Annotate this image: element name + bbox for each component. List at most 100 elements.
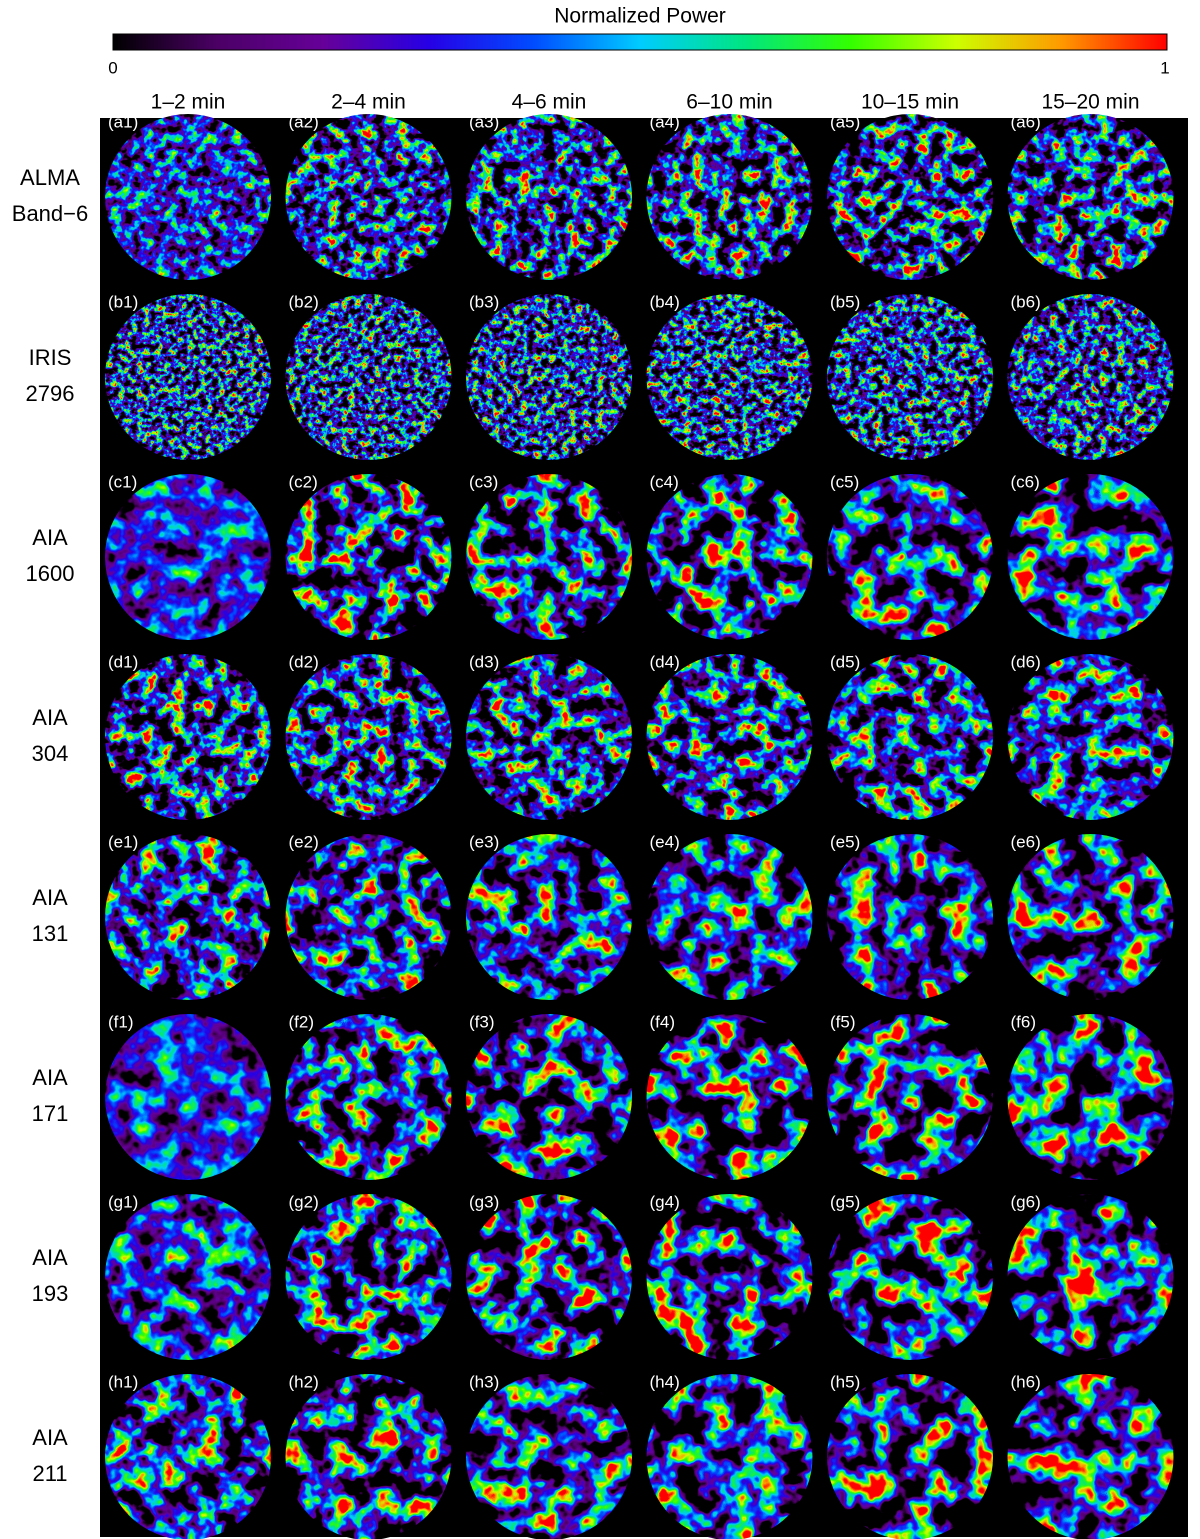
row-label: 193 — [32, 1281, 69, 1306]
colorbar — [112, 33, 1168, 51]
power-map — [466, 1014, 632, 1180]
power-map — [466, 1194, 632, 1360]
panel-label: (d3) — [469, 652, 499, 671]
power-map — [1007, 654, 1174, 820]
power-map — [285, 1194, 452, 1360]
panel-label: (c3) — [469, 472, 498, 491]
power-map — [285, 834, 452, 1000]
row-label: AIA — [32, 885, 68, 910]
panel-label: (g5) — [830, 1192, 860, 1211]
power-map — [285, 474, 452, 640]
row-label: 1600 — [26, 561, 75, 586]
row-label: IRIS — [29, 345, 72, 370]
panel-label: (b2) — [289, 292, 319, 311]
power-map — [285, 1374, 452, 1539]
panel-label: (c6) — [1011, 472, 1040, 491]
panel-label: (h2) — [289, 1372, 319, 1391]
column-label: 4–6 min — [512, 91, 587, 114]
panel-label: (f2) — [289, 1012, 315, 1031]
panel-label: (c5) — [830, 472, 859, 491]
power-map — [1007, 1194, 1174, 1360]
power-map — [466, 294, 632, 460]
row-label: AIA — [32, 1245, 68, 1270]
power-map — [827, 474, 993, 640]
power-map — [466, 654, 632, 820]
row-label: AIA — [32, 705, 68, 730]
power-map — [1007, 1374, 1174, 1539]
power-map — [466, 834, 632, 1000]
panel-label: (f1) — [108, 1012, 134, 1031]
plot-background — [100, 118, 1188, 1537]
panel-label: (h6) — [1011, 1372, 1041, 1391]
power-map — [285, 654, 452, 820]
power-map — [285, 114, 452, 280]
panel-label: (e1) — [108, 832, 138, 851]
row-label: AIA — [32, 525, 68, 550]
panel-label: (b4) — [650, 292, 680, 311]
panel-label: (b6) — [1011, 292, 1041, 311]
power-map — [105, 114, 271, 280]
panel-label: (a1) — [108, 112, 138, 131]
panel-label: (b5) — [830, 292, 860, 311]
colorbar-max: 1 — [1160, 58, 1169, 77]
panel-label: (f4) — [650, 1012, 676, 1031]
power-map — [827, 114, 993, 280]
row-label: 171 — [32, 1101, 69, 1126]
column-label: 2–4 min — [331, 91, 406, 114]
column-label: 10–15 min — [861, 91, 959, 114]
power-map — [1007, 1014, 1174, 1180]
power-map — [646, 114, 813, 280]
row-label: Band−6 — [12, 201, 88, 226]
panel-label: (b1) — [108, 292, 138, 311]
panel-label: (g6) — [1011, 1192, 1041, 1211]
power-map — [646, 1374, 813, 1539]
panel-label: (d6) — [1011, 652, 1041, 671]
panel-label: (h5) — [830, 1372, 860, 1391]
panel-label: (a3) — [469, 112, 499, 131]
panel-label: (e4) — [650, 832, 680, 851]
panel-label: (f3) — [469, 1012, 495, 1031]
panel-label: (a5) — [830, 112, 860, 131]
colorbar-title: Normalized Power — [554, 5, 726, 28]
panel-label: (b3) — [469, 292, 499, 311]
panel-label: (d1) — [108, 652, 138, 671]
panel-label: (d4) — [650, 652, 680, 671]
column-label: 1–2 min — [151, 91, 226, 114]
power-map — [105, 474, 271, 640]
power-map — [827, 654, 993, 820]
panel-label: (a4) — [650, 112, 680, 131]
power-map — [827, 834, 993, 1000]
power-map — [466, 1374, 632, 1539]
power-map — [646, 1194, 813, 1360]
power-map — [646, 294, 813, 460]
panel-label: (h3) — [469, 1372, 499, 1391]
panel-label: (c2) — [289, 472, 318, 491]
row-label: AIA — [32, 1065, 68, 1090]
panel-label: (d2) — [289, 652, 319, 671]
power-map — [646, 654, 813, 820]
power-map — [827, 1374, 993, 1539]
power-map — [105, 1014, 271, 1180]
power-map — [1007, 114, 1174, 280]
panel-label: (h1) — [108, 1372, 138, 1391]
row-label: 211 — [32, 1461, 67, 1486]
power-map — [646, 1014, 813, 1180]
power-map — [1007, 294, 1174, 460]
row-label: 131 — [32, 921, 69, 946]
panel-label: (f6) — [1011, 1012, 1037, 1031]
power-map — [466, 474, 632, 640]
panel-label: (d5) — [830, 652, 860, 671]
colorbar-min: 0 — [108, 58, 117, 77]
power-map — [466, 114, 632, 280]
panel-label: (c1) — [108, 472, 137, 491]
power-map — [646, 834, 813, 1000]
power-map — [1007, 834, 1174, 1000]
power-map — [105, 1374, 271, 1539]
panel-label: (g4) — [650, 1192, 680, 1211]
power-map — [827, 294, 993, 460]
panel-label: (e6) — [1011, 832, 1041, 851]
panel-label: (e3) — [469, 832, 499, 851]
power-map — [827, 1194, 993, 1360]
panel-label: (e2) — [289, 832, 319, 851]
power-map — [827, 1014, 993, 1180]
